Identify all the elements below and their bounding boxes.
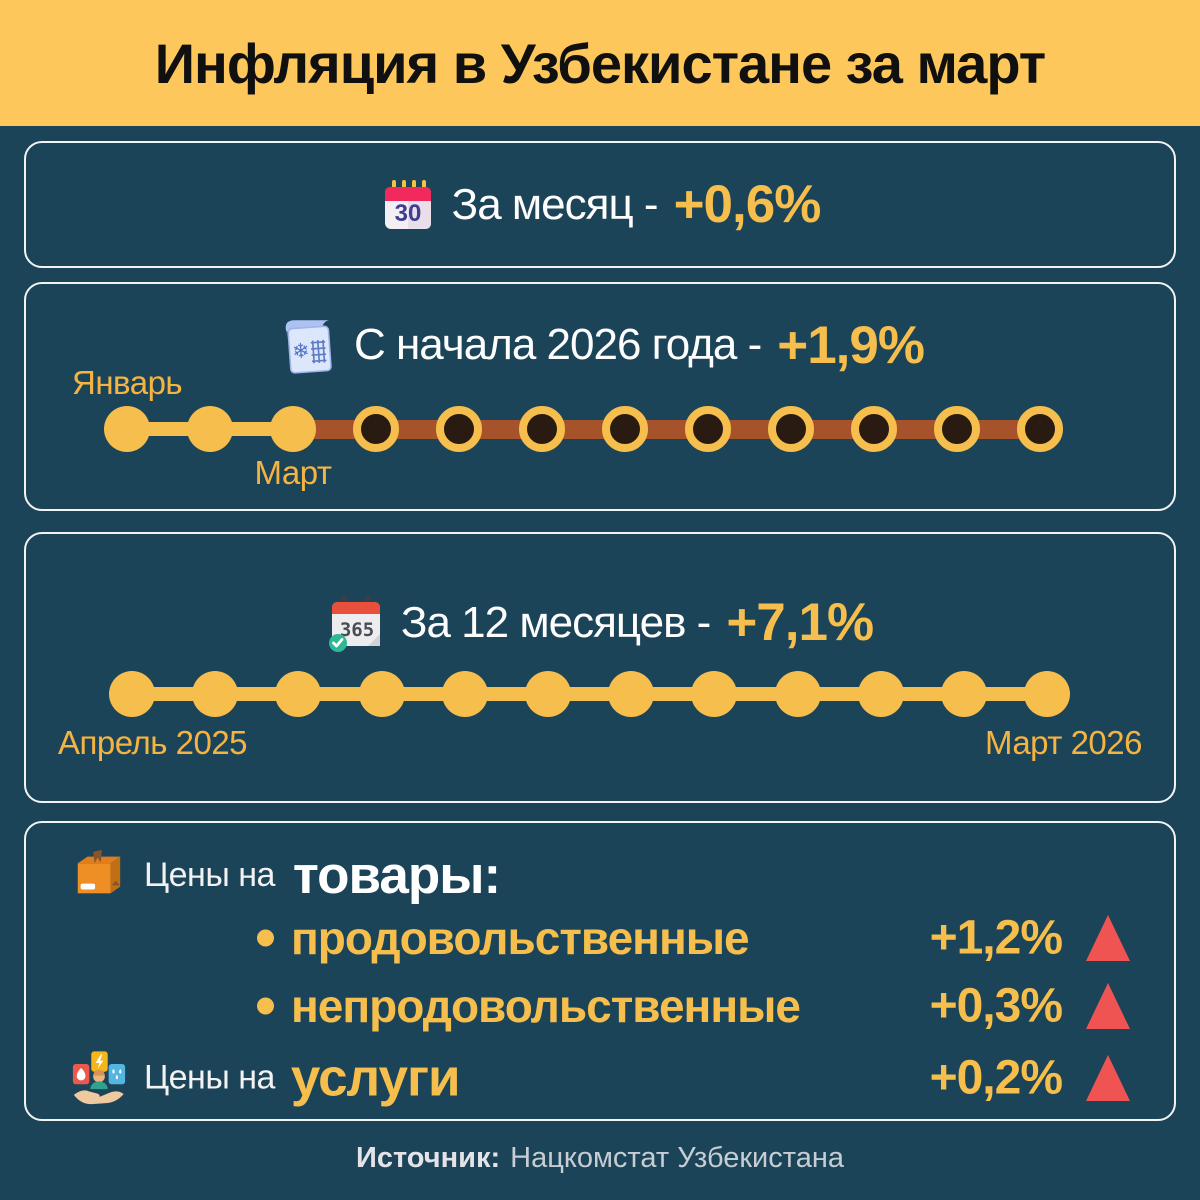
month-dot-3 bbox=[275, 671, 322, 717]
month-dot-10 bbox=[857, 671, 904, 717]
month-dot-6 bbox=[525, 671, 571, 717]
month-title-row: 30 За месяц - +0,6% bbox=[26, 143, 1174, 266]
month-dot-11 bbox=[941, 671, 987, 717]
card-ytd: ❄ С начала 2026 года - +1,9% Январь Март bbox=[24, 282, 1176, 511]
year-range-row: Апрель 2025 Март 2026 bbox=[58, 724, 1143, 762]
price-item-food: продовольственные +1,2% bbox=[26, 907, 1174, 969]
up-triangle-icon bbox=[1086, 1055, 1130, 1101]
month-dot-8 bbox=[691, 671, 738, 717]
month-dot-11 bbox=[934, 406, 980, 452]
ytd-value: +1,9% bbox=[777, 315, 925, 375]
month-dot-4 bbox=[358, 671, 405, 717]
month-dot-10 bbox=[851, 406, 897, 452]
year-title-row: 365 За 12 месяцев - +7,1% bbox=[26, 592, 1174, 653]
month-dot-6 bbox=[519, 406, 565, 452]
year-end-label: Март 2026 bbox=[984, 724, 1143, 761]
month-dot-9 bbox=[774, 671, 821, 717]
goods-prefix: Цены на bbox=[144, 855, 275, 894]
nonfood-value: +0,3% bbox=[929, 979, 1063, 1033]
source-label: Источник: bbox=[356, 1142, 501, 1174]
source-value: Нацкомстат Узбекистана bbox=[510, 1142, 844, 1174]
price-item-nonfood: непродовольственные +0,3% bbox=[26, 975, 1174, 1037]
calendar-365-glyph: 365 bbox=[340, 619, 374, 641]
month-dot-4 bbox=[353, 406, 399, 452]
header-banner: Инфляция в Узбекистане за март bbox=[0, 0, 1200, 126]
year-start-label: Апрель 2025 bbox=[58, 724, 248, 761]
month-dot-2 bbox=[192, 671, 239, 717]
up-triangle-icon bbox=[1086, 983, 1130, 1029]
bullet-icon bbox=[257, 929, 274, 947]
food-label: продовольственные bbox=[291, 912, 750, 964]
card-month: 30 За месяц - +0,6% bbox=[24, 141, 1176, 268]
source-line: Источник: Нацкомстат Узбекистана bbox=[0, 1142, 1200, 1175]
up-triangle-icon bbox=[1086, 915, 1130, 961]
calendar-365-icon: 365 bbox=[328, 594, 380, 652]
month-dot-12 bbox=[1024, 671, 1071, 717]
nonfood-label: непродовольственные bbox=[291, 980, 801, 1032]
card-prices: Цены на товары: продовольственные +1,2% … bbox=[24, 821, 1176, 1121]
remaining-line bbox=[293, 419, 1040, 439]
month-dot-7 bbox=[602, 406, 648, 452]
price-item-services: Цены на услуги +0,2% bbox=[70, 1047, 1174, 1109]
snowflake-glyph: ❄ bbox=[291, 338, 310, 363]
ytd-label: С начала 2026 года - bbox=[353, 320, 762, 369]
box-icon bbox=[77, 849, 121, 894]
month-dot-3 bbox=[270, 406, 316, 452]
bullet-icon bbox=[257, 997, 274, 1015]
month-dot-1 bbox=[109, 671, 155, 717]
food-value: +1,2% bbox=[929, 911, 1063, 965]
calendar-30-glyph: 30 bbox=[394, 200, 421, 227]
month-dot-12 bbox=[1017, 406, 1063, 452]
calendar-winter-icon: ❄ bbox=[285, 320, 332, 374]
month-dot-7 bbox=[608, 671, 655, 717]
month-dot-2 bbox=[187, 406, 233, 452]
services-title: Цены на услуги bbox=[70, 1048, 461, 1109]
year-label: За 12 месяцев - bbox=[400, 597, 711, 647]
ytd-timeline bbox=[26, 401, 1174, 457]
calendar-30-icon: 30 bbox=[384, 179, 431, 229]
goods-word: товары: bbox=[292, 845, 501, 905]
month-dot-1 bbox=[104, 406, 150, 452]
card-year: 365 За 12 месяцев - +7,1% Апрель 2025 Ма… bbox=[24, 532, 1176, 803]
month-dot-5 bbox=[441, 671, 488, 717]
ytd-title-row: ❄ С начала 2026 года - +1,9% bbox=[26, 314, 1174, 376]
services-value: +0,2% bbox=[929, 1051, 1063, 1105]
services-prefix: Цены на bbox=[144, 1058, 275, 1097]
month-label: За месяц - bbox=[451, 179, 659, 229]
month-dot-9 bbox=[768, 406, 814, 452]
utilities-hand-icon bbox=[72, 1050, 126, 1104]
month-dot-8 bbox=[685, 406, 731, 452]
year-timeline bbox=[26, 666, 1174, 722]
month-value: +0,6% bbox=[673, 175, 822, 234]
goods-title-row: Цены на товары: bbox=[70, 843, 501, 907]
month-dot-5 bbox=[436, 406, 482, 452]
services-word: услуги bbox=[290, 1048, 461, 1108]
ytd-current-label: Март bbox=[254, 454, 332, 491]
year-value: +7,1% bbox=[726, 593, 874, 652]
year-line bbox=[132, 687, 1048, 701]
ytd-start-label: Январь bbox=[72, 364, 183, 401]
page-title: Инфляция в Узбекистане за март bbox=[154, 31, 1046, 95]
